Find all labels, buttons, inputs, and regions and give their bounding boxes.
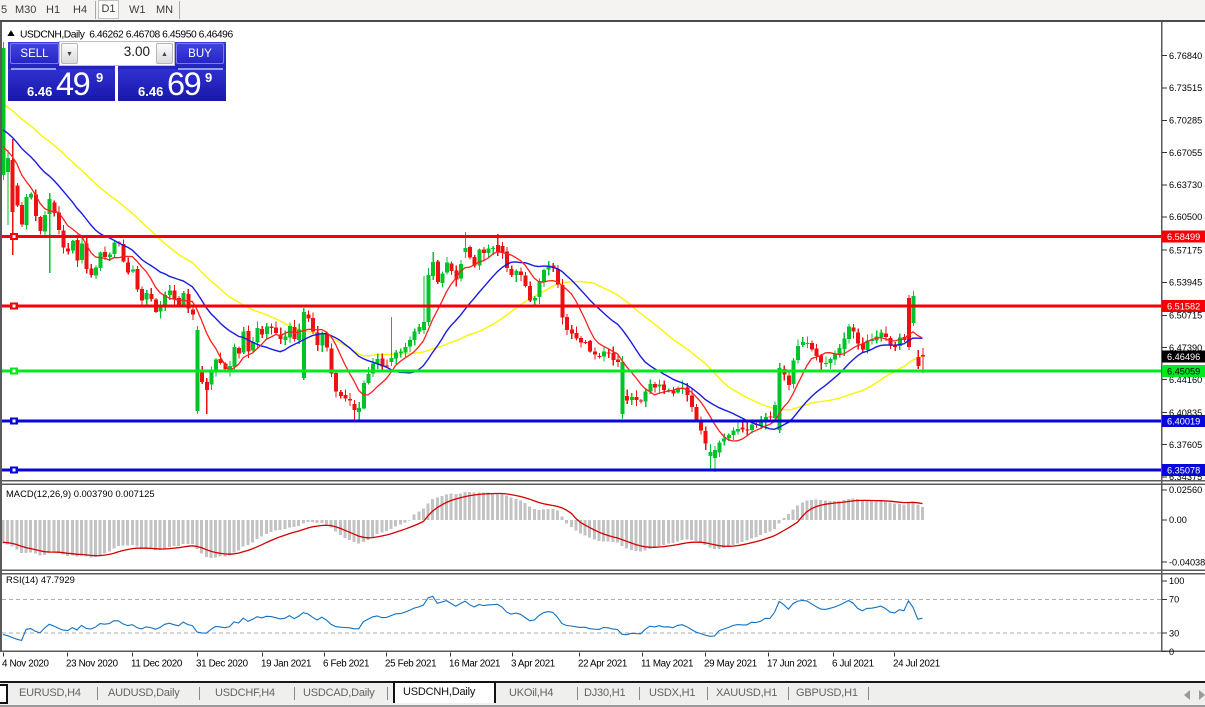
svg-text:6.51582: 6.51582 <box>1167 302 1200 312</box>
svg-text:6.50715: 6.50715 <box>1169 311 1202 321</box>
svg-text:19 Jan 2021: 19 Jan 2021 <box>261 659 311 670</box>
svg-text:31 Dec 2020: 31 Dec 2020 <box>196 659 249 670</box>
svg-text:6.34375: 6.34375 <box>1169 472 1202 482</box>
svg-text:24 Jul 2021: 24 Jul 2021 <box>893 659 940 670</box>
svg-text:100: 100 <box>1169 576 1184 586</box>
svg-text:6.70285: 6.70285 <box>1169 116 1202 126</box>
svg-text:4 Nov 2020: 4 Nov 2020 <box>2 659 50 670</box>
svg-text:6.45059: 6.45059 <box>1167 366 1200 376</box>
svg-text:11 Dec 2020: 11 Dec 2020 <box>131 659 183 670</box>
svg-text:6.40019: 6.40019 <box>1167 416 1200 426</box>
svg-text:6.46496: 6.46496 <box>1167 352 1200 362</box>
svg-text:6.47390: 6.47390 <box>1169 343 1202 353</box>
svg-text:6.76840: 6.76840 <box>1169 51 1202 61</box>
svg-text:6.60500: 6.60500 <box>1169 212 1202 222</box>
svg-text:6.35078: 6.35078 <box>1167 465 1200 475</box>
svg-text:6.63730: 6.63730 <box>1169 180 1202 190</box>
svg-text:6.37605: 6.37605 <box>1169 440 1202 450</box>
svg-text:6.67055: 6.67055 <box>1169 148 1202 158</box>
svg-text:MACD(12,26,9) 0.003790 0.00712: MACD(12,26,9) 0.003790 0.007125 <box>6 488 155 499</box>
svg-text:0.00: 0.00 <box>1169 515 1187 525</box>
svg-text:16 Mar 2021: 16 Mar 2021 <box>449 659 500 670</box>
svg-text:6.57175: 6.57175 <box>1169 245 1202 255</box>
svg-text:23 Nov 2020: 23 Nov 2020 <box>66 659 119 670</box>
svg-text:11 May 2021: 11 May 2021 <box>641 659 693 670</box>
svg-text:70: 70 <box>1169 595 1179 605</box>
svg-text:17 Jun 2021: 17 Jun 2021 <box>767 659 817 670</box>
svg-text:RSI(14) 47.7929: RSI(14) 47.7929 <box>6 574 75 585</box>
svg-text:6.40835: 6.40835 <box>1169 408 1202 418</box>
svg-text:25 Feb 2021: 25 Feb 2021 <box>385 659 436 670</box>
svg-text:6.44160: 6.44160 <box>1169 375 1202 385</box>
svg-text:-0.04038: -0.04038 <box>1169 557 1205 567</box>
svg-text:6.53945: 6.53945 <box>1169 278 1202 288</box>
svg-text:30: 30 <box>1169 628 1179 638</box>
svg-text:29 May 2021: 29 May 2021 <box>704 659 757 670</box>
svg-text:6 Feb 2021: 6 Feb 2021 <box>323 659 369 670</box>
svg-text:USDCNH,Daily 6.46262 6.46708: USDCNH,Daily 6.46262 6.46708 6.45950 6.4… <box>20 29 233 40</box>
svg-text:22 Apr 2021: 22 Apr 2021 <box>578 659 627 670</box>
svg-text:6 Jul 2021: 6 Jul 2021 <box>832 659 874 670</box>
svg-text:6.73515: 6.73515 <box>1169 83 1202 93</box>
svg-text:0.02560: 0.02560 <box>1169 485 1202 495</box>
svg-text:6.58499: 6.58499 <box>1167 232 1200 242</box>
svg-text:3 Apr 2021: 3 Apr 2021 <box>511 659 555 670</box>
svg-text:0: 0 <box>1169 647 1174 657</box>
